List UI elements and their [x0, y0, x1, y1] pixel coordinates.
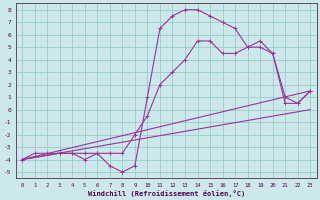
- X-axis label: Windchill (Refroidissement éolien,°C): Windchill (Refroidissement éolien,°C): [88, 190, 245, 197]
